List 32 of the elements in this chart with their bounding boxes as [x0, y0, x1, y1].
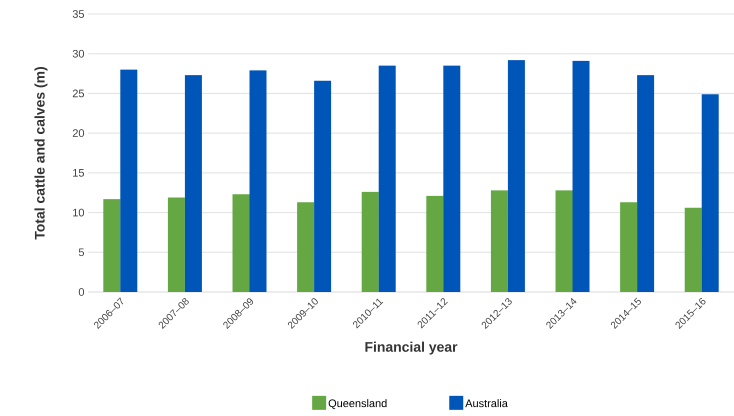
- bar: [684, 208, 702, 292]
- y-tick-label: 15: [73, 169, 84, 177]
- bar: [378, 66, 396, 292]
- legend-label: Queensland: [328, 399, 387, 410]
- bar: [120, 70, 138, 292]
- y-tick-label: 20: [72, 129, 84, 138]
- bar: [314, 80, 332, 292]
- legend-label: Australia: [465, 399, 508, 408]
- bar: [637, 75, 654, 292]
- x-axis-title: Financial year: [365, 342, 458, 355]
- y-axis-title: Total cattle and calves (m): [34, 67, 48, 240]
- bar: [572, 60, 590, 292]
- y-tick-label: 30: [72, 50, 84, 58]
- bar: [362, 192, 379, 292]
- bar: [556, 190, 573, 292]
- y-tick-label: 0: [78, 288, 84, 296]
- bar: [702, 94, 719, 292]
- bar: [443, 66, 460, 292]
- y-tick-label: 5: [78, 248, 84, 256]
- y-tick-label: 25: [72, 90, 84, 98]
- bar: [490, 190, 508, 292]
- bar: [168, 197, 185, 292]
- y-tick-label: 35: [72, 10, 84, 18]
- bar: [184, 75, 202, 292]
- bar: [250, 70, 267, 292]
- bar: [508, 60, 525, 292]
- bar: [620, 202, 638, 292]
- bar: [232, 194, 250, 292]
- bar: [103, 199, 120, 292]
- bar: [297, 202, 314, 292]
- y-tick-label: 10: [73, 208, 84, 216]
- bar: [426, 196, 444, 292]
